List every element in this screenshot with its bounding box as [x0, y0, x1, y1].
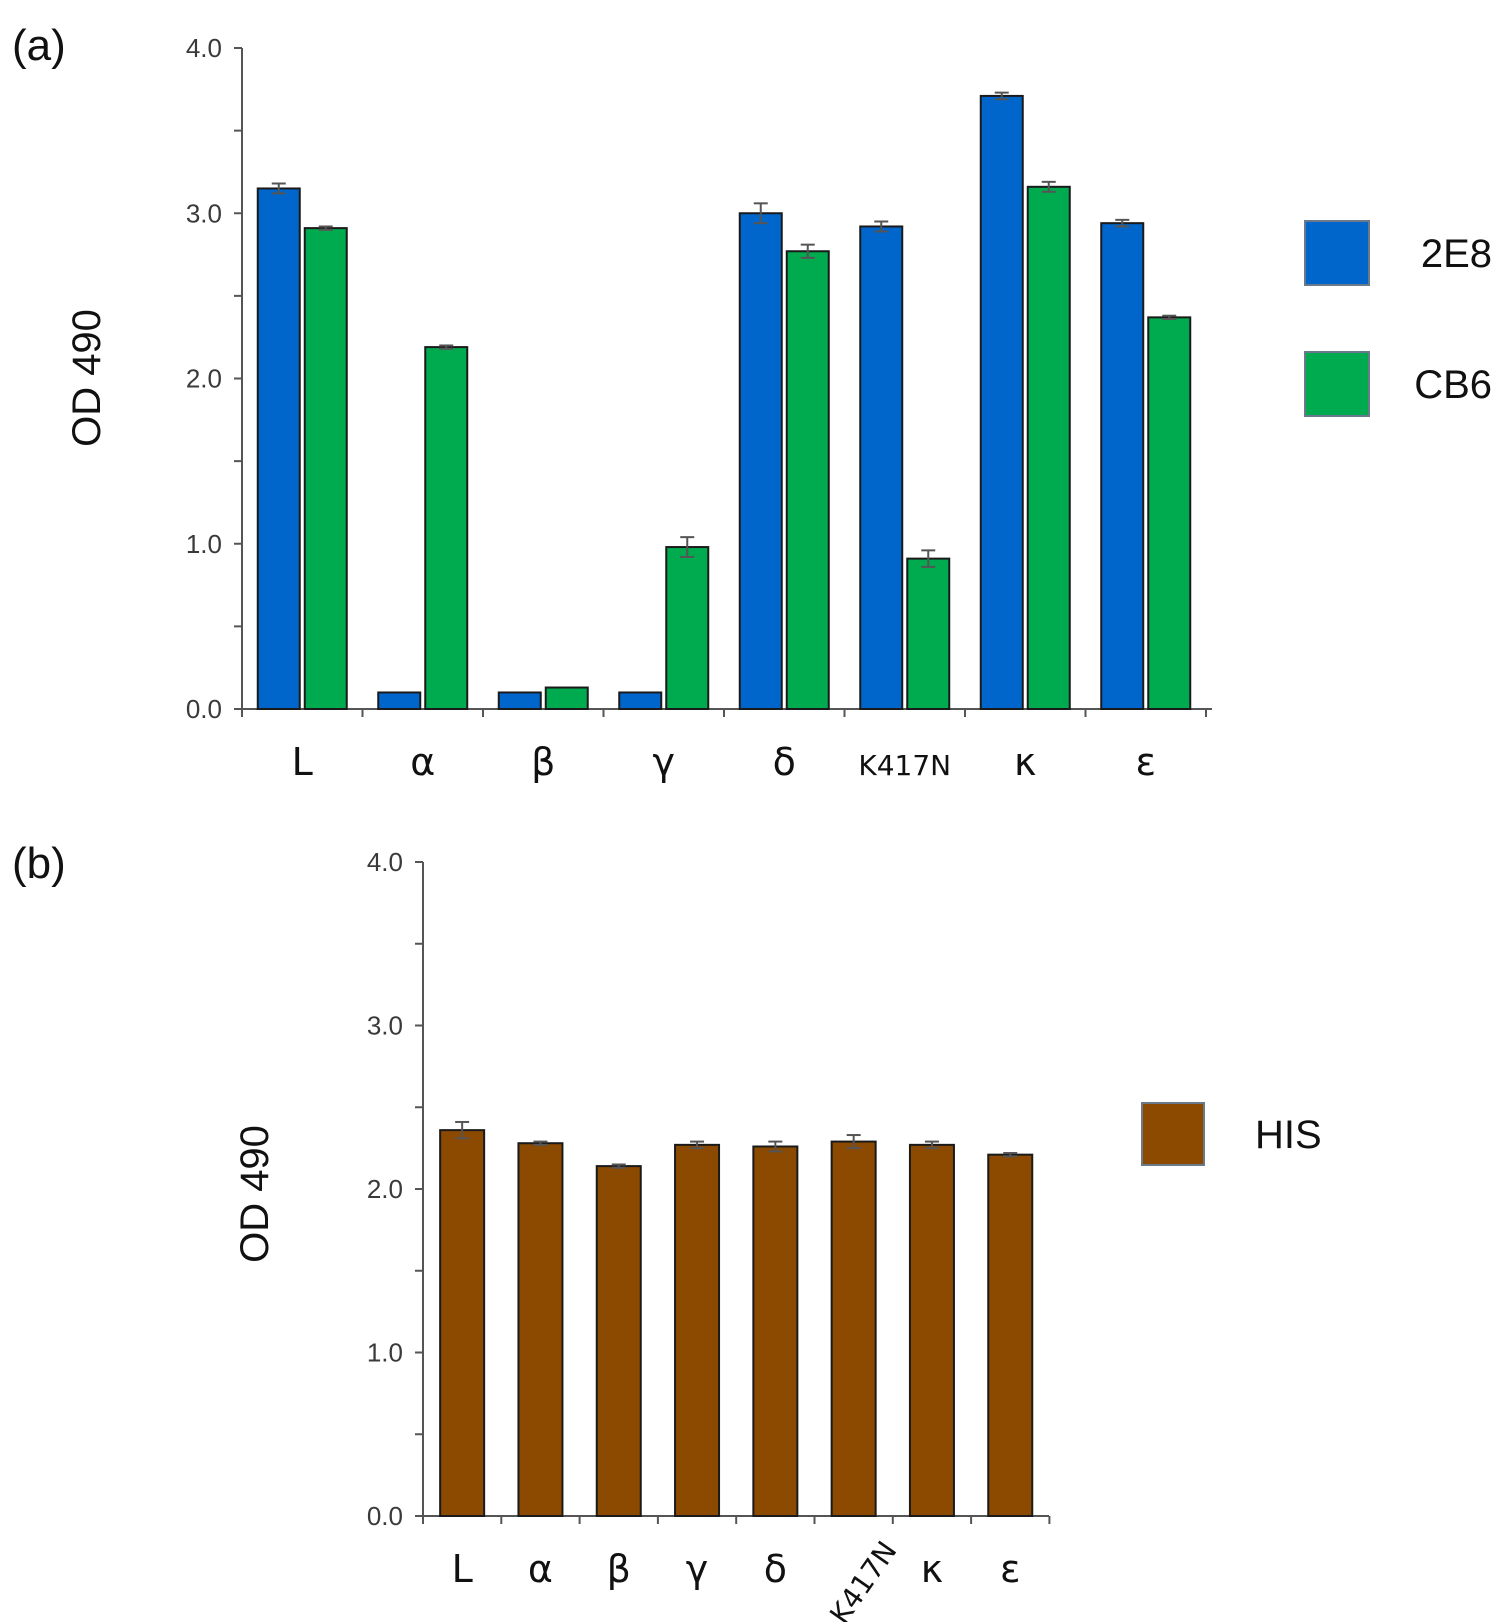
b-bar-his-6	[908, 1143, 955, 1517]
a-y-tick-label: 2.0	[186, 364, 222, 394]
a-y-tick-label: 3.0	[186, 198, 222, 228]
a-bar-2e8-1	[377, 691, 422, 710]
panel-a-y-axis-title: OD 490	[65, 309, 109, 447]
b-bar-his-4	[752, 1145, 799, 1517]
b-y-tick-label: 3.0	[367, 1011, 403, 1041]
panel-a-legend: 2E8 CB6	[1304, 220, 1492, 417]
panel-b-y-axis-title: OD 490	[233, 1125, 277, 1263]
a-bar-cb6-7	[1147, 316, 1192, 710]
a-y-tick-label: 4.0	[186, 33, 222, 63]
a-legend-swatch-cb6	[1304, 351, 1370, 417]
b-bar-his-0	[439, 1129, 486, 1517]
b-y-tick-label: 2.0	[367, 1174, 403, 1204]
a-legend-swatch-2e8	[1304, 220, 1370, 286]
b-y-tick-label: 4.0	[367, 847, 403, 877]
a-bar-cb6-2	[544, 686, 589, 711]
b-y-tick-label: 1.0	[367, 1338, 403, 1368]
a-bar-2e8-0	[256, 187, 301, 710]
panel-a-bars	[256, 91, 1192, 711]
a-bar-cb6-5	[906, 557, 951, 710]
b-bar-his-2	[595, 1165, 642, 1517]
a-category-label: K417N	[858, 749, 951, 782]
panel-b-legend: HIS	[1141, 1102, 1322, 1166]
b-category-label: γ	[686, 1547, 709, 1591]
a-category-label: α	[410, 740, 435, 784]
b-y-tick-label: 0.0	[367, 1501, 403, 1531]
b-bar-his-7	[987, 1153, 1034, 1518]
b-category-label: β	[607, 1547, 631, 1591]
a-bar-cb6-1	[424, 346, 469, 710]
a-bar-2e8-2	[497, 691, 542, 710]
a-category-label: δ	[773, 740, 796, 784]
a-bar-cb6-6	[1026, 185, 1071, 710]
a-category-label: ε	[1135, 740, 1156, 784]
a-category-label: L	[292, 740, 313, 784]
a-bar-2e8-4	[738, 212, 783, 710]
a-bar-2e8-6	[979, 94, 1024, 711]
a-category-label: β	[531, 740, 555, 784]
b-category-label: L	[452, 1547, 473, 1591]
panel-a-label: (a)	[12, 21, 66, 70]
a-bar-cb6-3	[665, 546, 710, 710]
b-category-label: κ	[921, 1547, 943, 1591]
a-bar-2e8-5	[859, 225, 904, 710]
a-bar-2e8-3	[618, 691, 663, 710]
b-bar-his-1	[517, 1142, 564, 1517]
a-y-tick-label: 0.0	[186, 694, 222, 724]
panel-b-label: (b)	[12, 839, 66, 888]
b-category-label: K417N	[823, 1535, 903, 1622]
b-bar-his-5	[830, 1140, 877, 1517]
a-bar-cb6-0	[303, 227, 348, 710]
b-legend-label-his: HIS	[1255, 1113, 1322, 1157]
b-category-label: ε	[1000, 1547, 1021, 1591]
a-y-tick-label: 1.0	[186, 529, 222, 559]
b-bar-his-3	[674, 1143, 721, 1517]
a-category-label: γ	[653, 740, 676, 784]
b-legend-swatch-his	[1141, 1102, 1205, 1166]
a-category-label: κ	[1014, 740, 1036, 784]
a-bar-2e8-7	[1100, 222, 1145, 710]
b-category-label: α	[528, 1547, 553, 1591]
a-legend-label-2e8: 2E8	[1421, 232, 1492, 276]
b-category-label: δ	[764, 1547, 787, 1591]
a-bar-cb6-4	[785, 250, 830, 710]
panel-b-bars	[439, 1120, 1034, 1518]
a-legend-label-cb6: CB6	[1414, 363, 1492, 407]
